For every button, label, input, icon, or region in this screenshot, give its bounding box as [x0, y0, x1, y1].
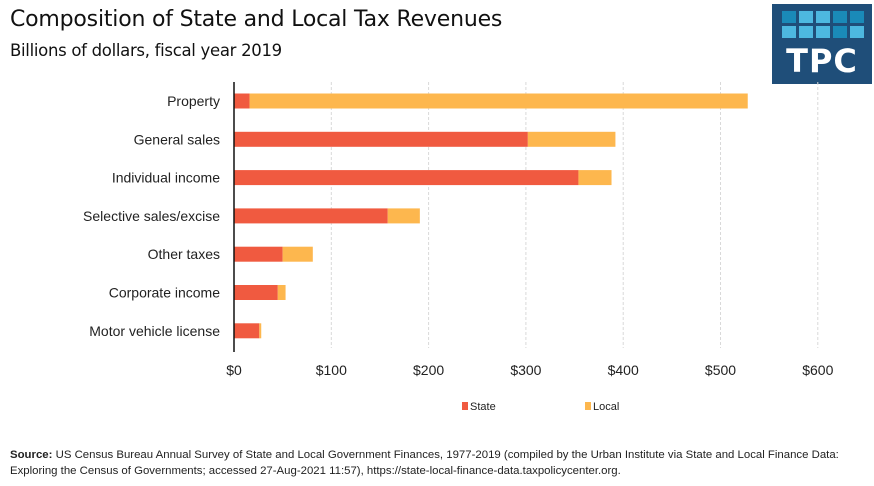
x-tick-label: $100 — [316, 362, 347, 378]
logo-tile — [850, 26, 864, 38]
bar-local — [282, 246, 313, 262]
source-label: Source: — [10, 449, 53, 461]
legend-label-state: State — [470, 401, 496, 413]
bar-local — [578, 170, 612, 186]
logo-tile — [850, 11, 864, 23]
x-tick-label: $400 — [608, 362, 639, 378]
bar-state — [234, 208, 388, 224]
x-tick-label: $0 — [226, 362, 242, 378]
x-tick-label: $200 — [413, 362, 444, 378]
logo-tile — [799, 11, 813, 23]
x-tick-label: $300 — [510, 362, 541, 378]
x-tick-label: $600 — [802, 362, 833, 378]
bar-state — [234, 285, 278, 300]
bar-local — [259, 323, 262, 339]
category-label: General sales — [134, 131, 220, 147]
logo-tile — [833, 26, 847, 38]
category-labels: Property General sales Individual income Se… — [83, 93, 220, 339]
source-text: US Census Bureau Annual Survey of State … — [10, 449, 839, 477]
bar-state — [234, 170, 579, 186]
legend-swatch-state — [462, 402, 468, 410]
x-tick-label: $500 — [705, 362, 736, 378]
logo-tile — [816, 11, 830, 23]
bar-local — [249, 93, 748, 109]
logo-tile — [782, 11, 796, 23]
bar-local — [387, 208, 420, 224]
logo-tile — [833, 11, 847, 23]
chart-title: Composition of State and Local Tax Reven… — [10, 7, 503, 32]
category-label: Motor vehicle license — [89, 323, 220, 339]
tpc-logo: TPC — [772, 4, 872, 84]
legend: State Local — [462, 401, 619, 413]
logo-tile — [782, 26, 796, 38]
category-label: Selective sales/excise — [83, 208, 220, 224]
legend-swatch-local — [585, 402, 591, 410]
x-tick-labels: $0 $100 $200 $300 $400 $500 $600 — [226, 362, 833, 378]
chart-subtitle: Billions of dollars, fiscal year 2019 — [10, 41, 282, 60]
legend-label-local: Local — [593, 401, 619, 413]
source-note: Source: US Census Bureau Annual Survey o… — [10, 447, 870, 479]
category-label: Property — [167, 93, 220, 109]
bar-state — [234, 131, 528, 147]
bar-local — [277, 285, 286, 300]
bar-state — [234, 323, 260, 339]
logo-text: TPC — [786, 42, 858, 80]
bar-local — [527, 131, 616, 147]
bar-state — [234, 93, 250, 109]
bar-chart: Property General sales Individual income Se… — [83, 82, 834, 413]
bars — [234, 93, 748, 339]
category-label: Individual income — [112, 170, 220, 186]
logo-tile — [799, 26, 813, 38]
category-label: Other taxes — [148, 246, 220, 262]
logo-tile — [816, 26, 830, 38]
bar-state — [234, 246, 283, 262]
category-label: Corporate income — [109, 285, 220, 301]
